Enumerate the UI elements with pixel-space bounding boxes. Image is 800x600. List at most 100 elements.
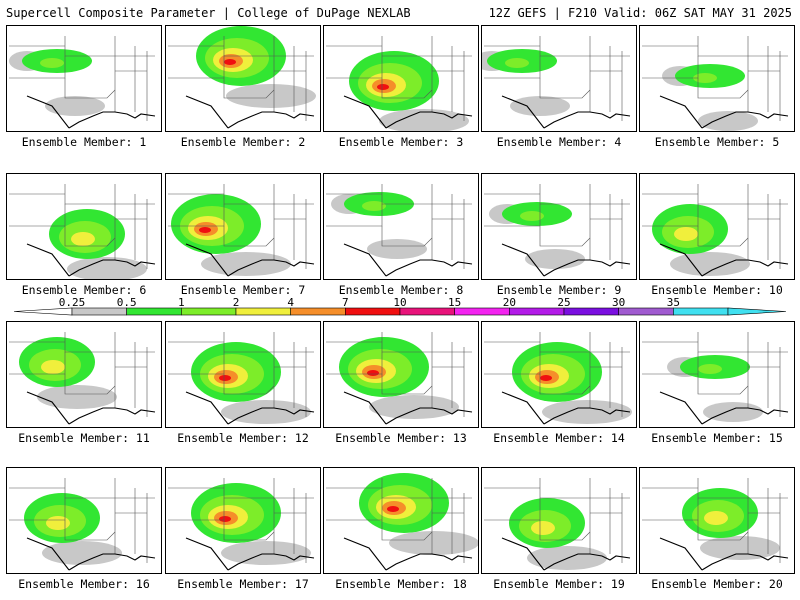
map-svg [168, 478, 315, 571]
map-panel-8[interactable] [323, 173, 479, 280]
scp-contour-gray [525, 249, 585, 269]
map-panel-14[interactable] [481, 321, 637, 428]
map-panel-16[interactable] [6, 467, 162, 574]
member-label-19: Ensemble Member: 19 [493, 577, 625, 591]
member-label-17: Ensemble Member: 17 [177, 577, 309, 591]
map-panel-13[interactable] [323, 321, 479, 428]
scp-contour-gray [201, 252, 291, 276]
state-border [64, 36, 115, 57]
map-panel-12[interactable] [165, 321, 321, 428]
coastline [501, 243, 631, 277]
scp-contour-yellow [704, 511, 728, 525]
state-border [697, 226, 749, 247]
map-svg [482, 36, 631, 129]
coastline [185, 391, 315, 425]
map-svg [484, 478, 631, 571]
colorbar-tick-label: 4 [287, 296, 294, 309]
colorbar-segment [618, 307, 674, 316]
map-panel-11[interactable] [6, 321, 162, 428]
scp-contour-red [540, 375, 552, 381]
coastline [343, 243, 473, 277]
member-label-4: Ensemble Member: 4 [496, 135, 622, 149]
colorbar-segment [673, 307, 729, 316]
scp-contour-lightgreen [520, 211, 544, 221]
map-panel-9[interactable] [481, 173, 637, 280]
colorbar-tick-label: 30 [612, 296, 626, 309]
scp-contour-gray [367, 239, 427, 259]
scp-contour-gray [37, 385, 117, 409]
scp-contour-gray [698, 111, 758, 131]
state-border [381, 520, 433, 541]
coastline [659, 243, 789, 277]
map-svg [168, 332, 315, 425]
member-label-3: Ensemble Member: 3 [338, 135, 464, 149]
map-panel-17[interactable] [165, 467, 321, 574]
scp-contour-gray [542, 400, 632, 424]
state-border [381, 78, 433, 99]
colorbar-tick-label: 20 [502, 296, 516, 309]
colorbar-tick-label: 0.5 [116, 296, 137, 309]
colorbar-tick-label: 10 [393, 296, 407, 309]
map-panel-19[interactable] [481, 467, 637, 574]
colorbar-tick-label: 15 [448, 296, 462, 309]
map-svg [9, 184, 156, 279]
map-panel-10[interactable] [639, 173, 795, 280]
map-panel-4[interactable] [481, 25, 637, 132]
state-border [64, 478, 115, 499]
map-panel-3[interactable] [323, 25, 479, 132]
member-label-2: Ensemble Member: 2 [180, 135, 306, 149]
scp-contour-gray [369, 395, 459, 419]
state-border [539, 332, 590, 353]
scp-contour-red [219, 516, 231, 522]
scp-contour-lightgreen [362, 201, 386, 211]
map-panel-18[interactable] [323, 467, 479, 574]
map-svg [484, 332, 632, 425]
colorbar-segment [235, 307, 291, 316]
map-svg [326, 36, 473, 131]
coastline [343, 391, 473, 425]
state-border [381, 36, 432, 57]
member-label-13: Ensemble Member: 13 [335, 431, 467, 445]
map-panel-2[interactable] [165, 25, 321, 132]
member-label-15: Ensemble Member: 15 [651, 431, 783, 445]
coastline [343, 537, 473, 571]
state-border [697, 78, 749, 99]
scp-contour-lightgreen [40, 58, 64, 68]
coastline [185, 243, 315, 277]
colorbar-tick-label: 2 [232, 296, 240, 309]
map-svg [642, 332, 789, 425]
map-svg [168, 26, 316, 129]
member-label-16: Ensemble Member: 16 [18, 577, 150, 591]
state-border [64, 226, 116, 247]
colorbar-arrow-low [13, 307, 73, 316]
scp-contour-gray [670, 252, 750, 276]
scp-contour-yellow [674, 227, 698, 241]
coastline [659, 537, 789, 571]
chart-title: Supercell Composite Parameter | College … [6, 6, 411, 20]
coastline [501, 391, 631, 425]
map-svg [168, 184, 315, 277]
member-label-10: Ensemble Member: 10 [651, 283, 783, 297]
colorbar-tick-label: 7 [342, 296, 349, 309]
state-border [381, 332, 432, 353]
coastline [185, 95, 315, 129]
map-panel-15[interactable] [639, 321, 795, 428]
state-border [539, 184, 590, 205]
map-panel-1[interactable] [6, 25, 162, 132]
coastline [26, 95, 156, 129]
state-border [697, 520, 749, 541]
map-panel-7[interactable] [165, 173, 321, 280]
colorbar [13, 307, 787, 316]
map-panel-5[interactable] [639, 25, 795, 132]
scp-contour-gray [221, 541, 311, 565]
state-border [64, 332, 115, 353]
coastline [659, 391, 789, 425]
state-border [64, 184, 115, 205]
scp-contour-gray [389, 531, 478, 555]
state-border [64, 520, 116, 541]
map-panel-6[interactable] [6, 173, 162, 280]
state-border [381, 226, 433, 247]
scp-contour-lightgreen [693, 73, 717, 83]
map-panel-20[interactable] [639, 467, 795, 574]
state-border [223, 78, 275, 99]
